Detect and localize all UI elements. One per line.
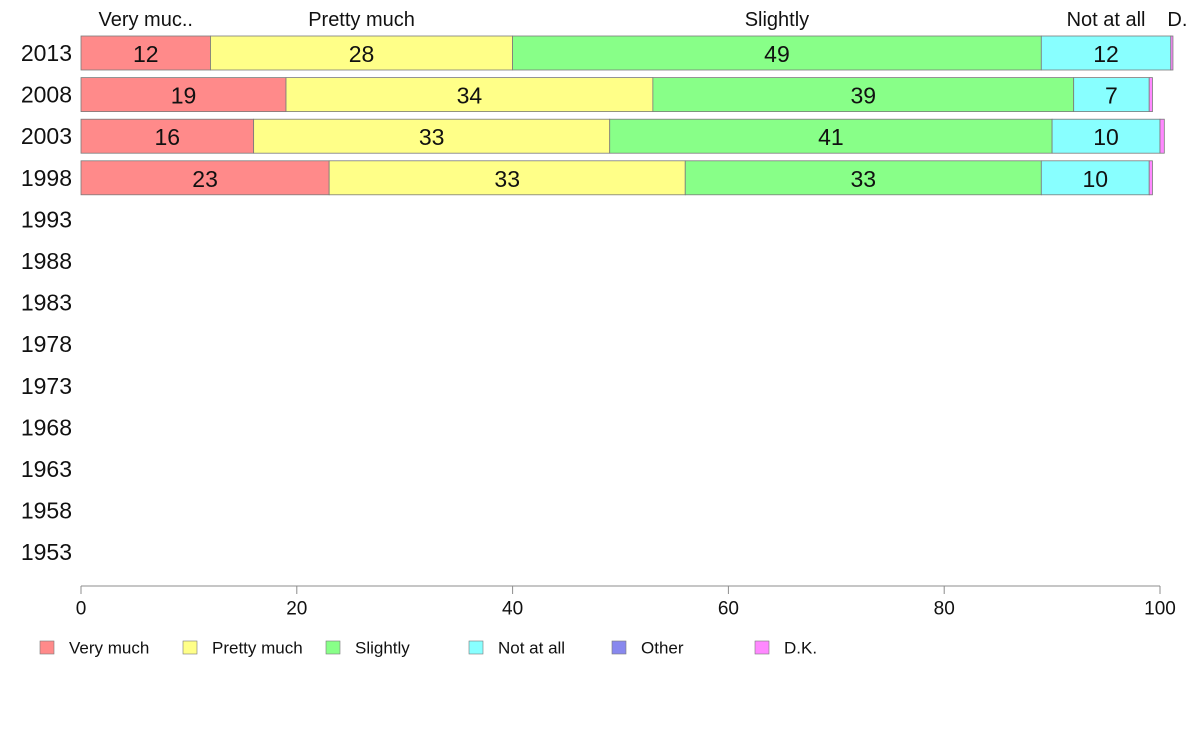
legend-label: Pretty much	[212, 639, 303, 658]
bar-segment	[285, 77, 654, 112]
year-label: 1978	[21, 331, 72, 357]
bar-value-label: 28	[349, 41, 375, 67]
bar-segment	[1040, 160, 1150, 196]
legend-label: Not at all	[498, 639, 565, 658]
year-label: 1958	[21, 498, 72, 524]
bar-value-label: 7	[1105, 83, 1118, 109]
bar-segment	[1051, 118, 1161, 154]
year-label: 1988	[21, 248, 72, 274]
bar-segment	[80, 160, 330, 196]
x-tick-label: 60	[718, 599, 739, 620]
bar-segment	[210, 35, 513, 71]
bar-segment	[1159, 118, 1165, 154]
year-label: 1983	[21, 290, 72, 316]
year-label: 2008	[21, 82, 72, 108]
bar-value-label: 12	[1093, 41, 1119, 67]
bar-value-label: 34	[457, 83, 483, 109]
legend-label: Very much	[69, 639, 149, 658]
year-label: 2003	[21, 123, 72, 149]
bar-segment	[1148, 160, 1153, 196]
bar-value-label: 41	[818, 124, 844, 150]
segment-header-label: Pretty much	[308, 9, 415, 31]
year-label: 1953	[21, 539, 72, 565]
bar-value-label: 16	[155, 124, 181, 150]
bar-value-label: 23	[192, 166, 218, 192]
legend-swatch	[611, 640, 627, 655]
bar-value-label: 39	[850, 83, 876, 109]
x-tick-label: 0	[76, 599, 87, 620]
segment-header-label: D..	[1167, 9, 1188, 31]
legend-swatch	[325, 640, 341, 655]
bar-segment	[253, 118, 611, 154]
legend-swatch	[182, 640, 198, 655]
legend-label: Slightly	[355, 639, 410, 658]
bar-value-label: 19	[171, 83, 197, 109]
legend-label: D.K.	[784, 639, 817, 658]
bar-value-label: 10	[1093, 124, 1119, 150]
bar-segment	[1040, 35, 1172, 71]
bar-segment	[328, 160, 686, 196]
bar-value-label: 10	[1082, 166, 1108, 192]
x-tick-label: 20	[286, 599, 307, 620]
segment-header-label: Very muc..	[98, 9, 192, 31]
bar-value-label: 12	[133, 41, 159, 67]
bar-segment	[512, 35, 1042, 71]
year-label: 2013	[21, 40, 72, 66]
legend-label: Other	[641, 639, 684, 658]
bar-segment	[1148, 77, 1153, 112]
year-label: 1963	[21, 456, 72, 482]
bar-value-label: 33	[850, 166, 876, 192]
bar-value-label: 33	[419, 124, 445, 150]
year-label: 1993	[21, 206, 72, 232]
segment-header-label: Slightly	[745, 9, 809, 31]
legend-swatch	[754, 640, 770, 655]
x-tick-label: 40	[502, 599, 523, 620]
year-label: 1968	[21, 414, 72, 440]
legend-swatch	[468, 640, 484, 655]
bar-value-label: 33	[494, 166, 520, 192]
year-label: 1973	[21, 373, 72, 399]
bar-segment	[1170, 35, 1174, 71]
bar-value-label: 49	[764, 41, 790, 67]
bar-segment	[1073, 77, 1150, 112]
segment-header-label: Not at all	[1067, 9, 1146, 31]
bar-segment	[80, 118, 255, 154]
bar-segment	[80, 77, 287, 112]
year-label: 1998	[21, 165, 72, 191]
legend-swatch	[39, 640, 55, 655]
bar-segment	[80, 35, 211, 71]
x-tick-label: 100	[1144, 599, 1176, 620]
x-tick-label: 80	[934, 599, 955, 620]
bar-segment	[652, 77, 1075, 112]
